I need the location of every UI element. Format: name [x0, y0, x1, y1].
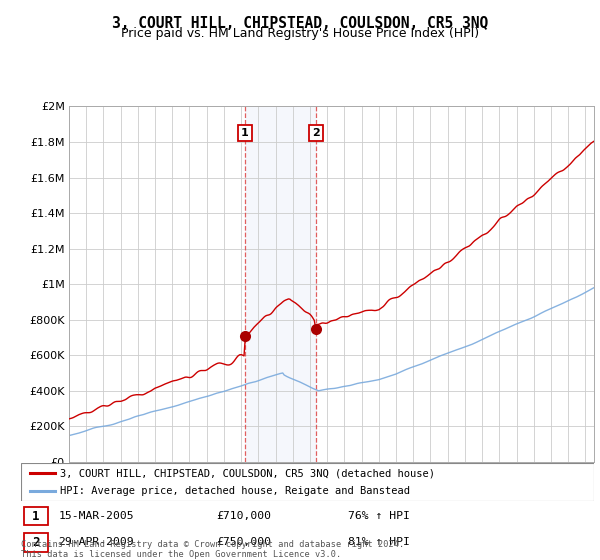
Text: 29-APR-2009: 29-APR-2009 [58, 538, 134, 548]
FancyBboxPatch shape [21, 463, 594, 501]
Text: 3, COURT HILL, CHIPSTEAD, COULSDON, CR5 3NQ (detached house): 3, COURT HILL, CHIPSTEAD, COULSDON, CR5 … [60, 468, 435, 478]
Text: 15-MAR-2005: 15-MAR-2005 [58, 511, 134, 521]
Text: 2: 2 [32, 536, 40, 549]
Text: £710,000: £710,000 [216, 511, 271, 521]
Text: £750,000: £750,000 [216, 538, 271, 548]
Text: 1: 1 [241, 128, 248, 138]
Text: 81% ↑ HPI: 81% ↑ HPI [347, 538, 409, 548]
Text: Price paid vs. HM Land Registry's House Price Index (HPI): Price paid vs. HM Land Registry's House … [121, 27, 479, 40]
Text: 3, COURT HILL, CHIPSTEAD, COULSDON, CR5 3NQ: 3, COURT HILL, CHIPSTEAD, COULSDON, CR5 … [112, 16, 488, 31]
Bar [245, 106, 317, 462]
Text: 76% ↑ HPI: 76% ↑ HPI [347, 511, 409, 521]
Text: 2: 2 [312, 128, 320, 138]
FancyBboxPatch shape [24, 533, 48, 552]
Text: 1: 1 [32, 510, 40, 522]
Text: Contains HM Land Registry data © Crown copyright and database right 2024.
This d: Contains HM Land Registry data © Crown c… [21, 540, 404, 559]
Text: HPI: Average price, detached house, Reigate and Banstead: HPI: Average price, detached house, Reig… [60, 486, 410, 496]
FancyBboxPatch shape [24, 507, 48, 525]
